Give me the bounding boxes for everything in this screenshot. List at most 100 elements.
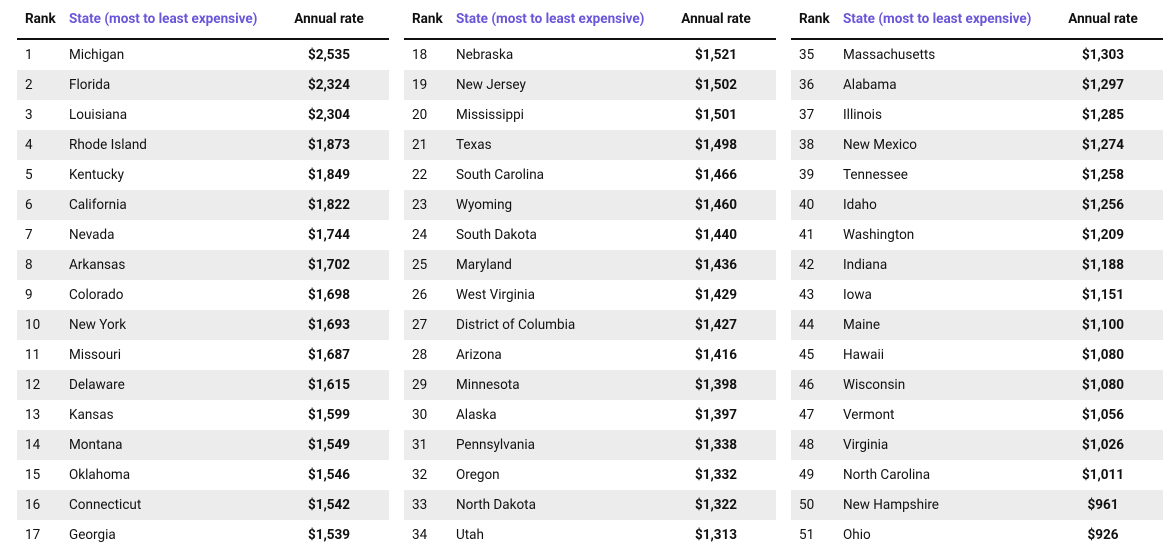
table-row: 8 Arkansas $1,702: [17, 250, 389, 280]
annual-rate: $1,698: [307, 287, 351, 303]
rank: 33: [404, 490, 456, 520]
table-row: 23 Wyoming $1,460: [404, 190, 776, 220]
annual-rate: $1,313: [694, 527, 738, 543]
state-name: Massachusetts: [843, 47, 936, 63]
table-row: 47 Vermont $1,056: [791, 400, 1163, 430]
state-name: Texas: [456, 130, 656, 160]
rank: 41: [799, 227, 815, 243]
table-row: 39 Tennessee $1,258: [791, 160, 1163, 190]
state-name: Colorado: [69, 287, 124, 303]
state-name: North Carolina: [843, 467, 931, 483]
state-name: South Carolina: [456, 167, 544, 183]
table-row: 29 Minnesota $1,398: [404, 370, 776, 400]
rank: 29: [404, 370, 456, 400]
table-row: 21 Texas $1,498: [404, 130, 776, 160]
annual-rate: $961: [1043, 490, 1163, 520]
annual-rate: $1,026: [1043, 430, 1163, 460]
rank: 49: [799, 467, 815, 483]
annual-rate: $1,744: [307, 227, 351, 243]
column-header: Rank: [791, 0, 843, 40]
rank: 9: [25, 287, 33, 303]
rank: 6: [17, 190, 69, 220]
rank: 45: [799, 347, 815, 363]
column-header: State (most to least expensive): [843, 0, 1043, 40]
state-name: West Virginia: [456, 287, 535, 303]
state-name: Utah: [456, 527, 484, 543]
rank: 46: [791, 370, 843, 400]
state-name: New Hampshire: [843, 490, 1043, 520]
table-row: 43 Iowa $1,151: [791, 280, 1163, 310]
annual-rate: $1,056: [1081, 407, 1125, 423]
rate-table: Rank State (most to least expensive) Annua…: [791, 0, 1163, 550]
table-row: 48 Virginia $1,026: [791, 430, 1163, 460]
annual-rate: $1,256: [1043, 190, 1163, 220]
state-name: Kentucky: [69, 167, 125, 183]
table-row: 44 Maine $1,100: [791, 310, 1163, 340]
table-row: 4 Rhode Island $1,873: [17, 130, 389, 160]
rank: 44: [791, 310, 843, 340]
table-row: 16 Connecticut $1,542: [17, 490, 389, 520]
rank: 30: [412, 407, 428, 423]
annual-rate: $1,297: [1043, 70, 1163, 100]
table-row: 33 North Dakota $1,322: [404, 490, 776, 520]
annual-rate: $1,100: [1043, 310, 1163, 340]
rank: 15: [25, 467, 41, 483]
rank: 48: [791, 430, 843, 460]
header-row: Rank State (most to least expensive) Annua…: [17, 0, 389, 40]
rank: 3: [25, 107, 33, 123]
rank: 35: [799, 47, 815, 63]
rank: 17: [25, 527, 41, 543]
table-row: 51 Ohio $926: [791, 520, 1163, 550]
annual-rate: $1,542: [269, 490, 389, 520]
rank: 31: [404, 430, 456, 460]
rank: 28: [412, 347, 428, 363]
table-row: 12 Delaware $1,615: [17, 370, 389, 400]
state-name: Alaska: [456, 407, 497, 423]
state-name: Iowa: [843, 287, 872, 303]
table-row: 25 Maryland $1,436: [404, 250, 776, 280]
state-name: Georgia: [69, 527, 116, 543]
state-name: Arizona: [456, 347, 502, 363]
rank: 43: [799, 287, 815, 303]
rank: 12: [17, 370, 69, 400]
rank: 14: [17, 430, 69, 460]
rank: 21: [404, 130, 456, 160]
rank: 1: [25, 47, 33, 63]
rank: 2: [17, 70, 69, 100]
annual-rate: $1,188: [1043, 250, 1163, 280]
table-row: 41 Washington $1,209: [791, 220, 1163, 250]
state-name: Oregon: [456, 467, 500, 483]
annual-rate: $1,873: [269, 130, 389, 160]
column-header: Annual rate: [269, 0, 389, 40]
rank: 27: [404, 310, 456, 340]
table-row: 9 Colorado $1,698: [17, 280, 389, 310]
annual-rate: $1,501: [694, 107, 738, 123]
table-row: 15 Oklahoma $1,546: [17, 460, 389, 490]
state-name: California: [69, 190, 269, 220]
state-name: Washington: [843, 227, 915, 243]
annual-rate: $1,398: [656, 370, 776, 400]
table-row: 20 Mississippi $1,501: [404, 100, 776, 130]
column-header: State (most to least expensive): [69, 0, 269, 40]
rank: 8: [17, 250, 69, 280]
rank: 13: [25, 407, 41, 423]
annual-rate: $1,258: [1081, 167, 1125, 183]
state-name: Kansas: [69, 407, 114, 423]
state-name: Delaware: [69, 370, 269, 400]
table-row: 36 Alabama $1,297: [791, 70, 1163, 100]
state-name: Indiana: [843, 250, 1043, 280]
annual-rate: $1,440: [694, 227, 738, 243]
state-name: Florida: [69, 70, 269, 100]
table-row: 11 Missouri $1,687: [17, 340, 389, 370]
table-row: 30 Alaska $1,397: [404, 400, 776, 430]
table-row: 32 Oregon $1,332: [404, 460, 776, 490]
rank: 16: [17, 490, 69, 520]
annual-rate: $1,416: [694, 347, 738, 363]
state-name: South Dakota: [456, 227, 537, 243]
state-name: Virginia: [843, 430, 1043, 460]
state-name: North Dakota: [456, 490, 656, 520]
column-header: Rank: [404, 0, 456, 40]
annual-rate: $926: [1087, 527, 1119, 543]
annual-rate: $1,322: [656, 490, 776, 520]
